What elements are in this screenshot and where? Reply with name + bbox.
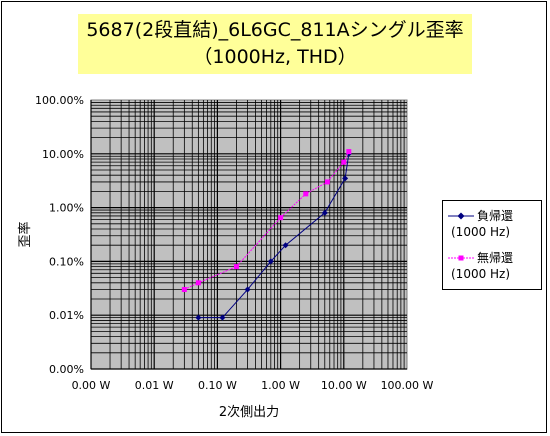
y-tick-label: 0.10% bbox=[49, 255, 84, 268]
data-point-series-2 bbox=[181, 287, 187, 293]
legend-swatch-series-1 bbox=[448, 212, 474, 220]
x-tick-label: 10.00 W bbox=[321, 379, 367, 392]
chart-title: 5687(2段直結)_6L6GC_811Aシングル歪率 bbox=[86, 19, 464, 41]
data-point-series-1 bbox=[342, 175, 349, 182]
data-point-series-1 bbox=[267, 258, 274, 265]
chart-subtitle: （1000Hz, THD） bbox=[193, 46, 357, 68]
legend-label-series-1: 負帰還 bbox=[477, 209, 514, 223]
x-axis-title: 2次側出力 bbox=[219, 404, 279, 420]
legend-sublabel-series-2: (1000 Hz) bbox=[451, 267, 511, 281]
data-point-series-2 bbox=[195, 280, 201, 286]
x-tick-label: 0.00 W bbox=[72, 379, 111, 392]
data-point-series-1 bbox=[219, 314, 226, 321]
data-point-series-2 bbox=[233, 264, 239, 270]
data-point-series-1 bbox=[321, 209, 328, 216]
y-axis-title: 歪率 bbox=[17, 221, 33, 247]
legend-swatch-series-2 bbox=[448, 255, 474, 261]
y-tick-label: 0.00% bbox=[49, 363, 84, 376]
x-tick-label: 100.00 W bbox=[381, 379, 434, 392]
legend: 負帰還 (1000 Hz) 無帰還 (1000 Hz) bbox=[442, 200, 542, 290]
x-tick-label: 0.10 W bbox=[198, 379, 237, 392]
data-point-series-1 bbox=[244, 286, 251, 293]
legend-sublabel-series-1: (1000 Hz) bbox=[451, 225, 511, 239]
series-line-1 bbox=[198, 153, 350, 319]
y-tick-label: 0.01% bbox=[49, 309, 84, 322]
data-point-series-2 bbox=[278, 215, 284, 221]
data-point-series-1 bbox=[195, 314, 202, 321]
x-tick-label: 0.01 W bbox=[135, 379, 174, 392]
data-point-series-2 bbox=[303, 191, 309, 197]
data-point-series-1 bbox=[282, 242, 289, 249]
y-tick-label: 10.00% bbox=[42, 148, 84, 161]
chart-title-box: 5687(2段直結)_6L6GC_811Aシングル歪率 （1000Hz, THD… bbox=[78, 14, 472, 74]
y-tick-label: 1.00% bbox=[49, 202, 84, 215]
x-tick-label: 1.00 W bbox=[261, 379, 300, 392]
y-tick-label: 100.00% bbox=[35, 94, 84, 107]
data-point-series-2 bbox=[346, 149, 352, 155]
plot-area bbox=[90, 99, 408, 370]
data-point-series-2 bbox=[341, 159, 347, 165]
data-point-series-2 bbox=[324, 179, 330, 185]
legend-label-series-2: 無帰還 bbox=[477, 251, 514, 265]
series-line-2 bbox=[184, 151, 350, 290]
